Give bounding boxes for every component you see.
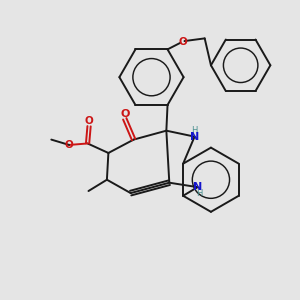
Text: N: N — [190, 132, 199, 142]
Text: O: O — [120, 109, 129, 119]
Text: O: O — [85, 116, 93, 126]
Text: H: H — [191, 126, 198, 135]
Text: O: O — [178, 37, 187, 47]
Text: H: H — [196, 189, 202, 198]
Text: N: N — [193, 182, 202, 192]
Text: O: O — [65, 140, 74, 150]
